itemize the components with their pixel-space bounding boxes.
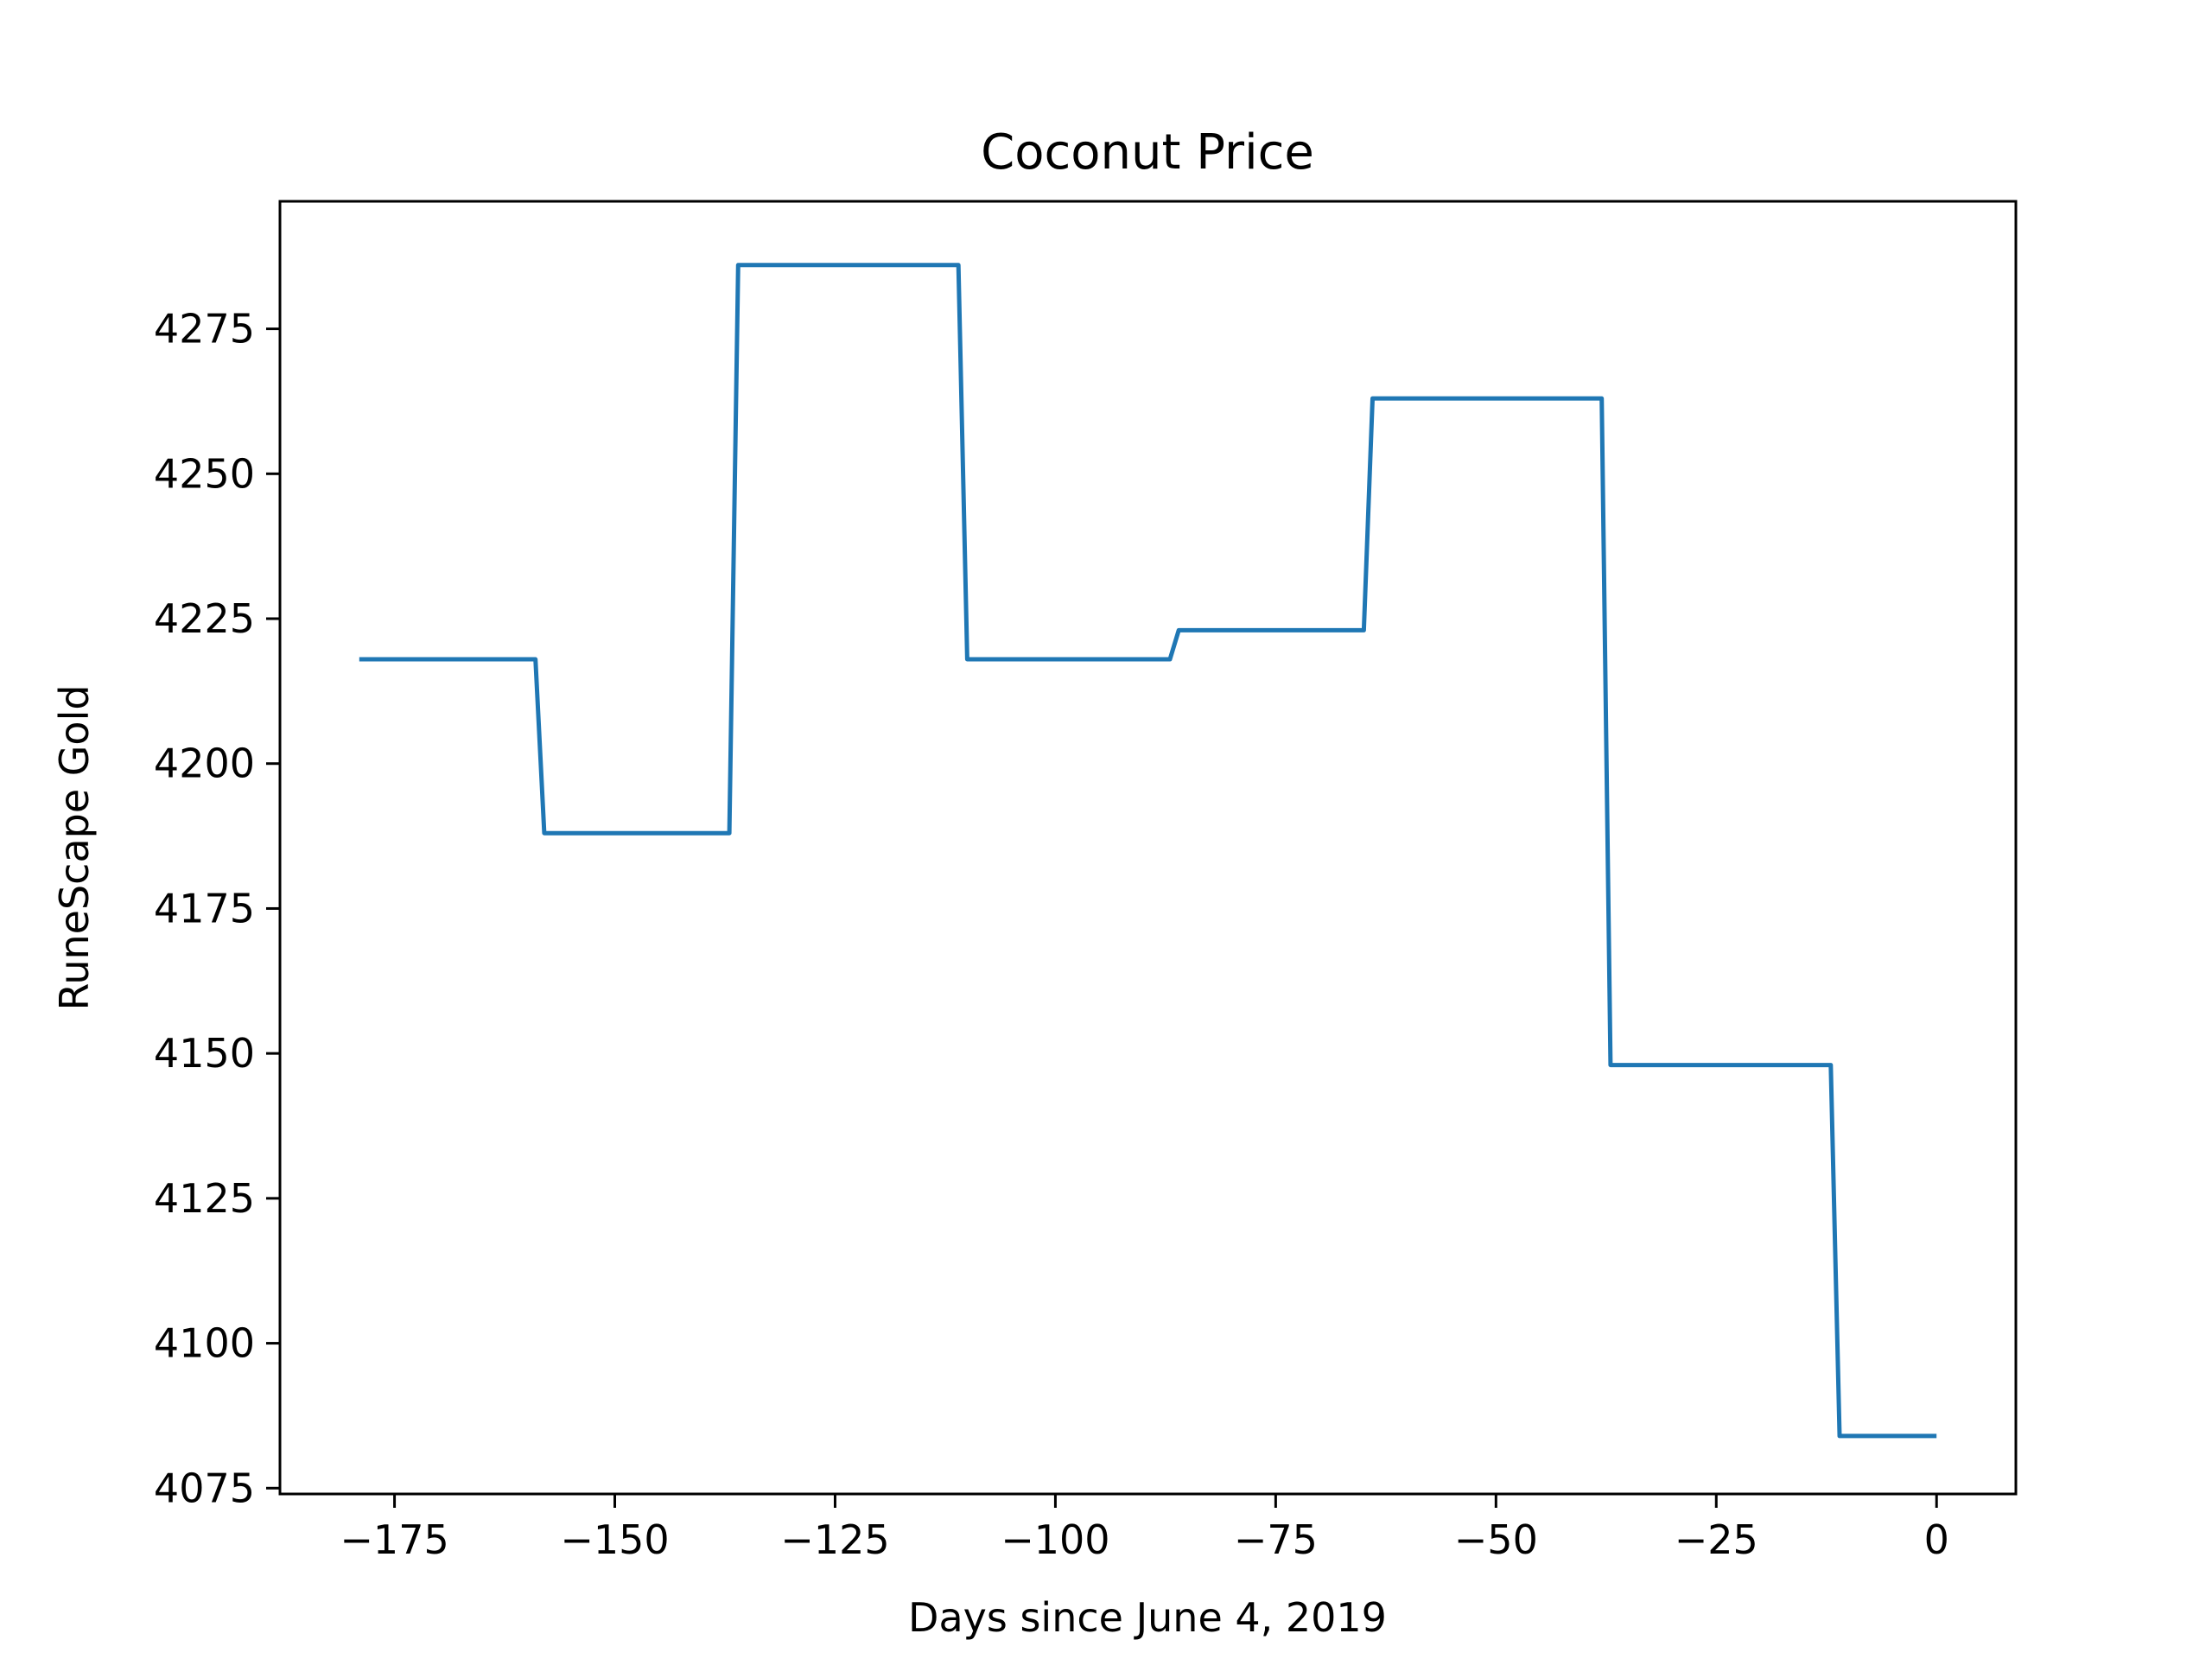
x-axis-ticks: −175 −150 −125 −100 −75 −50 −25 0 xyxy=(340,1494,1949,1563)
x-axis-label: Days since June 4, 2019 xyxy=(908,1594,1387,1641)
y-tick-label: 4175 xyxy=(154,885,255,931)
x-tick-label: −75 xyxy=(1234,1516,1318,1563)
y-axis-label: RuneScape Gold xyxy=(51,684,98,1010)
x-tick-label: −50 xyxy=(1454,1516,1538,1563)
y-tick-label: 4225 xyxy=(154,595,255,642)
x-tick-label: 0 xyxy=(1924,1516,1949,1563)
x-tick-label: −100 xyxy=(1001,1516,1109,1563)
y-tick-label: 4150 xyxy=(154,1030,255,1077)
chart-title: Coconut Price xyxy=(981,124,1314,181)
y-tick-label: 4250 xyxy=(154,450,255,497)
x-tick-label: −175 xyxy=(340,1516,448,1563)
series-layer xyxy=(359,263,1937,1439)
x-tick-label: −25 xyxy=(1675,1516,1758,1563)
x-tick-label: −125 xyxy=(780,1516,889,1563)
x-tick-label: −150 xyxy=(560,1516,669,1563)
y-tick-label: 4275 xyxy=(154,306,255,353)
plot-frame xyxy=(278,200,2018,1496)
series-line-0 xyxy=(359,263,1937,1439)
y-tick-label: 4075 xyxy=(154,1465,255,1511)
y-tick-label: 4100 xyxy=(154,1320,255,1367)
y-axis-ticks: 4075 4100 4125 4150 4175 4200 4225 4250 4275 xyxy=(154,306,280,1511)
y-tick-label: 4125 xyxy=(154,1175,255,1222)
y-tick-label: 4200 xyxy=(154,741,255,787)
